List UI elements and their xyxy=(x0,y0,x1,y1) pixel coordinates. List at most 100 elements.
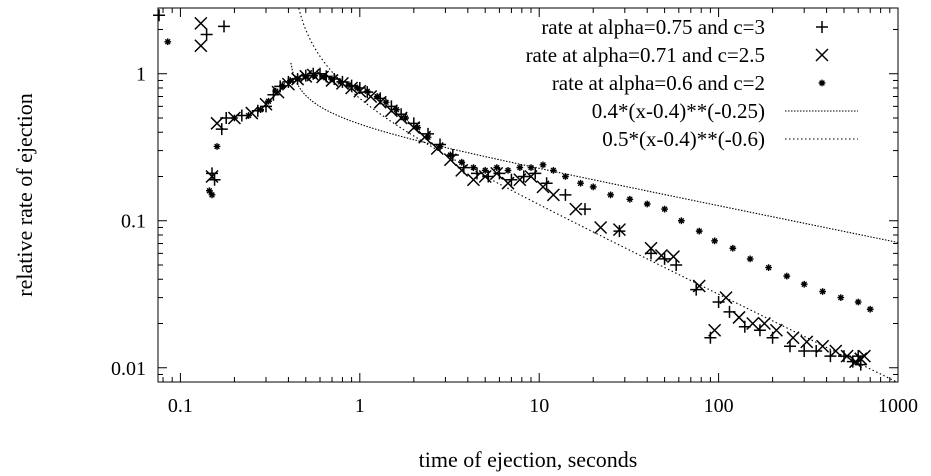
data-point-s2-7 xyxy=(265,97,272,105)
data-point-s2-36 xyxy=(550,167,557,174)
data-point-s0-38 xyxy=(559,188,572,201)
x-axis-title: time of ejection, seconds xyxy=(419,447,638,472)
data-point-s1-38 xyxy=(654,248,668,263)
data-point-s2-10 xyxy=(286,77,294,84)
data-point-s1-25 xyxy=(455,163,469,177)
data-point-s2-41 xyxy=(626,195,634,203)
legend-label-2: rate at alpha=0.6 and c=2 xyxy=(552,71,765,95)
data-point-s0-3 xyxy=(206,167,219,180)
data-point-s2-28 xyxy=(458,158,466,166)
data-point-s2-4 xyxy=(231,114,238,122)
data-point-s2-40 xyxy=(607,191,614,199)
data-point-s2-26 xyxy=(436,143,444,150)
data-point-s1-39 xyxy=(666,250,680,264)
data-point-s2-53 xyxy=(837,294,845,301)
data-point-s2-6 xyxy=(257,106,265,113)
fit-curve-3 xyxy=(290,62,898,244)
data-point-s1-20 xyxy=(394,111,408,125)
legend-label-3: 0.4*(x-0.4)**(-0.25) xyxy=(592,99,765,123)
y-axis-title: relative rate of ejection xyxy=(12,93,37,296)
data-point-s2-20 xyxy=(373,93,381,100)
data-point-s1-24 xyxy=(443,153,457,167)
data-point-s1-51 xyxy=(840,349,854,363)
data-point-s2-24 xyxy=(414,124,421,131)
data-point-s1-30 xyxy=(513,173,527,187)
data-point-s1-2 xyxy=(205,169,219,184)
data-point-s1-33 xyxy=(546,188,560,202)
data-points xyxy=(153,9,874,371)
data-point-s2-45 xyxy=(695,227,703,235)
data-point-s1-41 xyxy=(708,323,722,337)
data-point-s2-15 xyxy=(328,75,336,83)
data-point-s2-16 xyxy=(337,78,344,86)
legend-label-1: rate at alpha=0.71 and c=2.5 xyxy=(526,43,765,67)
legend: rate at alpha=0.75 and c=3 rate at alpha=… xyxy=(526,15,858,151)
data-point-s2-46 xyxy=(711,237,718,245)
data-point-s1-0 xyxy=(194,39,208,53)
data-point-s1-35 xyxy=(594,220,608,235)
data-point-s2-33 xyxy=(516,164,524,171)
data-point-s1-32 xyxy=(536,180,550,194)
data-point-s2-11 xyxy=(294,74,301,82)
data-point-s2-31 xyxy=(493,164,501,171)
data-point-s0-31 xyxy=(470,167,483,180)
data-point-s1-21 xyxy=(407,121,421,135)
data-point-s2-30 xyxy=(481,167,489,174)
data-point-s2-49 xyxy=(765,264,772,271)
data-point-s2-19 xyxy=(363,87,371,95)
data-point-s0-0 xyxy=(153,9,166,22)
data-point-s2-39 xyxy=(589,183,597,191)
data-point-s2-8 xyxy=(272,87,280,95)
data-point-s1-27 xyxy=(478,169,492,184)
data-point-s1-49 xyxy=(816,339,830,353)
axis-ticks xyxy=(158,8,899,383)
data-point-s1-44 xyxy=(746,316,760,331)
data-point-s2-35 xyxy=(539,161,547,169)
data-point-s1-40 xyxy=(692,279,706,293)
data-point-s2-18 xyxy=(354,84,361,92)
data-point-s2-34 xyxy=(527,164,535,171)
data-point-s2-54 xyxy=(854,298,862,306)
data-point-s0-9 xyxy=(260,100,273,113)
data-point-s0-55 xyxy=(837,350,850,363)
data-point-s1-48 xyxy=(800,335,814,349)
data-point-s1-19 xyxy=(384,104,398,118)
data-point-s2-51 xyxy=(800,280,808,288)
data-point-s1-42 xyxy=(719,291,733,305)
tick-labels: 0.1 1 10 100 1000 0.01 0.1 1 xyxy=(111,64,918,417)
data-point-s0-2 xyxy=(218,20,231,33)
data-point-s0-36 xyxy=(529,167,542,180)
data-point-s2-42 xyxy=(643,200,651,208)
data-point-s1-28 xyxy=(490,166,504,180)
data-point-s1-36 xyxy=(612,223,626,237)
legend-label-0: rate at alpha=0.75 and c=3 xyxy=(541,15,765,39)
data-point-s0-5 xyxy=(215,123,228,136)
data-point-s2-21 xyxy=(382,98,390,106)
data-point-s0-51 xyxy=(783,340,796,353)
x-tick-label: 1 xyxy=(355,395,365,417)
data-point-s0-52 xyxy=(798,345,811,358)
data-point-s2-17 xyxy=(345,81,353,89)
data-point-s2-43 xyxy=(661,205,668,213)
data-point-s2-52 xyxy=(819,288,826,295)
data-point-s2-37 xyxy=(562,173,569,180)
data-point-s0-1 xyxy=(200,28,213,41)
data-point-s1-47 xyxy=(786,331,800,345)
data-point-s1-3 xyxy=(210,116,224,130)
data-point-s2-3 xyxy=(213,143,221,150)
data-point-s2-48 xyxy=(746,255,754,263)
data-point-s2-44 xyxy=(677,217,685,225)
data-point-s2-32 xyxy=(504,167,512,174)
data-point-s2-27 xyxy=(447,151,454,159)
x-tick-label: 0.1 xyxy=(168,395,193,417)
data-point-s0-43 xyxy=(670,258,683,271)
data-point-s2-50 xyxy=(783,272,791,280)
y-tick-label: 0.01 xyxy=(111,358,146,380)
legend-marker-1 xyxy=(815,48,829,62)
data-point-s2-12 xyxy=(302,73,310,81)
data-point-s1-45 xyxy=(757,316,771,331)
data-point-s2-5 xyxy=(245,112,252,119)
y-tick-label: 0.1 xyxy=(121,211,146,233)
x-tick-label: 1000 xyxy=(878,395,918,417)
